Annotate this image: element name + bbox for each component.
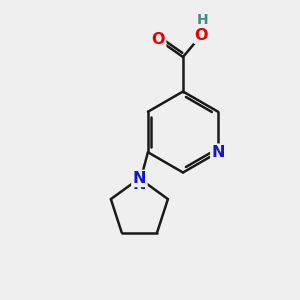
Text: N: N	[133, 171, 146, 186]
Text: H: H	[197, 13, 208, 27]
Text: O: O	[152, 32, 165, 47]
Text: O: O	[195, 28, 208, 43]
Text: N: N	[211, 145, 225, 160]
Text: N: N	[133, 177, 146, 192]
